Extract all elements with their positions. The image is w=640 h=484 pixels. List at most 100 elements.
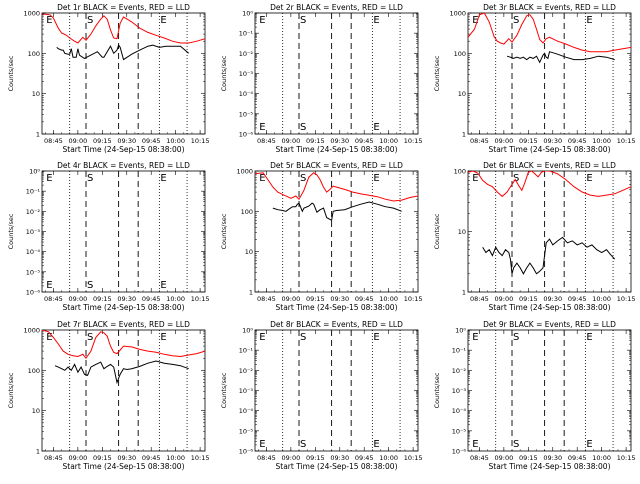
y-tick-label: 10⁻⁴ <box>239 90 254 98</box>
marker-label-top: S <box>87 173 93 184</box>
x-tick-label: 09:15 <box>306 454 325 462</box>
marker-label-top: E <box>46 332 52 343</box>
x-tick-label: 10:00 <box>379 137 398 145</box>
marker-label-top: E <box>373 332 379 343</box>
panel-title: Det 9r BLACK = Events, RED = LLD <box>483 320 616 329</box>
plot-frame <box>254 329 419 452</box>
x-tick-label: 08:45 <box>44 137 63 145</box>
y-tick-label: 10 <box>458 228 466 236</box>
marker-label-bottom: S <box>87 280 93 291</box>
x-tick-label: 10:15 <box>404 295 423 303</box>
x-axis-label: Start Time (24-Sep-15 08:38:00) <box>276 303 398 312</box>
y-axis-label: Counts/sec <box>220 213 228 249</box>
y-tick-label: 10⁰ <box>242 327 253 335</box>
y-tick-label: 10⁻³ <box>239 70 254 78</box>
x-tick-label: 10:15 <box>617 454 636 462</box>
marker-label-top: E <box>472 332 478 343</box>
series-line-events <box>54 360 189 385</box>
series-line-lld <box>255 172 418 202</box>
y-tick-label: 10⁻² <box>239 367 254 375</box>
plot-frame <box>41 170 206 293</box>
x-tick-label: 10:00 <box>166 454 185 462</box>
x-tick-label: 10:00 <box>592 295 611 303</box>
x-tick-label: 09:30 <box>117 137 136 145</box>
x-tick-label: 10:15 <box>191 454 210 462</box>
y-axis-label: Counts/sec <box>433 372 441 408</box>
y-tick-label: 10⁻¹ <box>26 188 41 196</box>
series-line-lld <box>42 330 205 360</box>
marker-label-top: S <box>300 15 306 26</box>
x-tick-label: 10:15 <box>191 137 210 145</box>
y-tick-label: 10⁻⁴ <box>239 407 254 415</box>
series-line-events <box>272 201 402 222</box>
y-tick-label: 10⁻² <box>26 208 41 216</box>
y-tick-label: 10⁻¹ <box>452 347 467 355</box>
y-tick-label: 10 <box>32 90 40 98</box>
panel-det-8: Det 8r BLACK = Events, RED = LLD 10⁰ 10⁻¹ 1… <box>220 320 422 471</box>
x-tick-label: 09:15 <box>519 295 538 303</box>
y-tick-label: 10⁻⁴ <box>452 407 467 415</box>
marker-label-top: S <box>300 173 306 184</box>
x-tick-label: 09:30 <box>543 454 562 462</box>
marker-label-top: E <box>259 15 265 26</box>
marker-label-bottom: E <box>472 439 478 450</box>
panel-det-7: Det 7r BLACK = Events, RED = LLD 1000 100 1… <box>7 320 209 471</box>
marker-label-top: E <box>160 173 166 184</box>
plot-frame <box>467 12 632 135</box>
y-tick-label: 10⁰ <box>242 10 253 18</box>
x-tick-label: 09:00 <box>494 137 513 145</box>
x-tick-label: 09:30 <box>330 454 349 462</box>
plot-frame <box>254 170 419 293</box>
x-tick-label: 09:45 <box>142 137 161 145</box>
x-tick-label: 08:45 <box>470 295 489 303</box>
x-tick-label: 10:00 <box>592 137 611 145</box>
y-tick-label: 10 <box>245 248 253 256</box>
marker-label-top: S <box>513 173 519 184</box>
marker-label-top: E <box>373 15 379 26</box>
panel-det-4: Det 4r BLACK = Events, RED = LLD 10⁰ 10⁻¹ 1… <box>7 161 209 312</box>
marker-label-bottom: E <box>586 439 592 450</box>
y-axis-label: Counts/sec <box>220 55 228 91</box>
marker-label-top: E <box>160 332 166 343</box>
x-tick-label: 10:15 <box>617 295 636 303</box>
y-tick-label: 1000 <box>23 10 40 18</box>
series-line-events <box>482 236 616 275</box>
marker-label-bottom: E <box>373 439 379 450</box>
x-tick-label: 08:45 <box>257 137 276 145</box>
y-tick-label: 1000 <box>449 10 466 18</box>
marker-label-bottom: S <box>513 439 519 450</box>
panel-det-6: Det 6r BLACK = Events, RED = LLD 100 10 1 Co… <box>433 161 635 312</box>
series-line-lld <box>468 171 631 198</box>
panel-det-3: Det 3r BLACK = Events, RED = LLD 1000 100 1… <box>433 3 635 154</box>
x-tick-label: 09:15 <box>93 137 112 145</box>
y-tick-label: 10⁻⁵ <box>452 427 467 435</box>
x-tick-label: 09:00 <box>494 454 513 462</box>
x-tick-label: 10:00 <box>166 137 185 145</box>
y-tick-label: 10⁰ <box>29 168 40 176</box>
x-tick-label: 09:15 <box>306 295 325 303</box>
x-tick-label: 09:45 <box>355 137 374 145</box>
y-tick-label: 10 <box>32 407 40 415</box>
y-axis-label: Counts/sec <box>7 213 15 249</box>
y-tick-label: 10⁻¹ <box>239 30 254 38</box>
y-tick-label: 10⁻² <box>239 50 254 58</box>
panel-title: Det 3r BLACK = Events, RED = LLD <box>483 3 616 12</box>
series-line-lld <box>468 13 631 53</box>
x-tick-label: 10:00 <box>166 295 185 303</box>
panel-title: Det 2r BLACK = Events, RED = LLD <box>270 3 403 12</box>
y-tick-label: 1 <box>36 131 40 139</box>
x-tick-label: 08:45 <box>44 454 63 462</box>
y-axis-label: Counts/sec <box>433 55 441 91</box>
panel-det-5: Det 5r BLACK = Events, RED = LLD 1000 100 1… <box>220 161 422 312</box>
x-axis-label: Start Time (24-Sep-15 08:38:00) <box>63 303 185 312</box>
x-tick-label: 08:45 <box>257 295 276 303</box>
x-tick-label: 10:00 <box>379 295 398 303</box>
y-tick-label: 10⁻³ <box>26 228 41 236</box>
panel-det-2: Det 2r BLACK = Events, RED = LLD 10⁰ 10⁻¹ 1… <box>220 3 422 154</box>
marker-label-top: E <box>259 332 265 343</box>
marker-label-top: E <box>586 15 592 26</box>
x-tick-label: 09:45 <box>142 454 161 462</box>
y-axis-label: Counts/sec <box>433 213 441 249</box>
plot-frame <box>467 329 632 452</box>
